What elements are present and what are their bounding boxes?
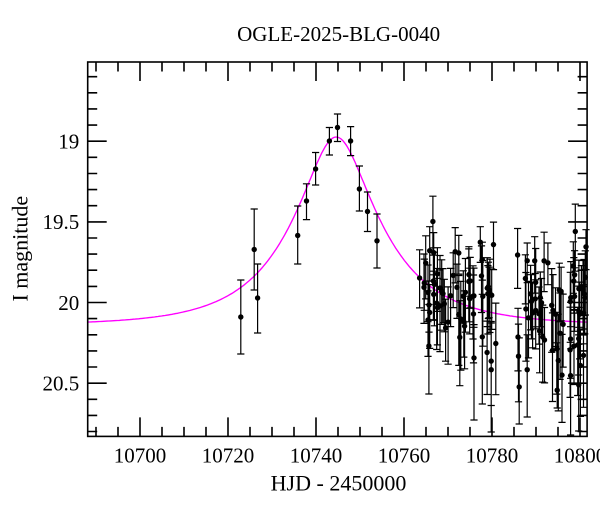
svg-text:10700: 10700: [114, 443, 167, 467]
svg-text:10740: 10740: [290, 443, 343, 467]
svg-text:19.5: 19.5: [43, 210, 80, 234]
svg-text:10720: 10720: [202, 443, 255, 467]
svg-text:10800: 10800: [554, 443, 600, 467]
svg-text:20.5: 20.5: [43, 372, 80, 396]
svg-text:I magnitude: I magnitude: [8, 196, 33, 302]
svg-text:10760: 10760: [378, 443, 431, 467]
svg-text:20: 20: [58, 291, 79, 315]
svg-text:19: 19: [58, 130, 79, 154]
svg-text:HJD - 2450000: HJD - 2450000: [271, 471, 407, 496]
svg-text:10780: 10780: [466, 443, 519, 467]
svg-text:OGLE-2025-BLG-0040: OGLE-2025-BLG-0040: [237, 22, 440, 46]
